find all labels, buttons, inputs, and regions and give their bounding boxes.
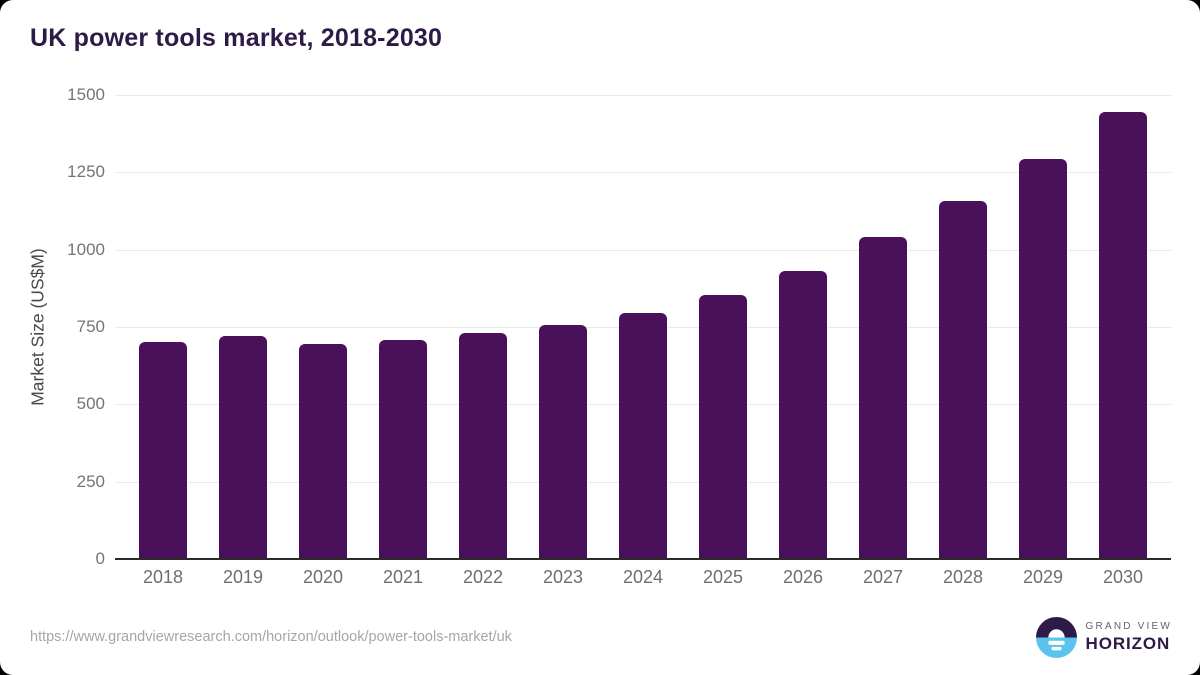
- grand-view-horizon-logo: GRAND VIEW HORIZON: [1035, 617, 1172, 658]
- y-tick-label-0: 0: [95, 549, 105, 568]
- logo-horizon-text: HORIZON: [1085, 634, 1171, 653]
- x-tick-label-2030: 2030: [1102, 567, 1144, 587]
- x-axis-line: [115, 558, 1171, 560]
- bar-2026[interactable]: [779, 271, 827, 559]
- x-tick-label-2029: 2029: [1022, 567, 1064, 587]
- bar-slot-2026: [763, 95, 843, 559]
- y-axis-tick-labels: 0 250 500 750 1000 1250 1500: [0, 85, 105, 568]
- bar-2029[interactable]: [1019, 158, 1067, 559]
- bar-2021[interactable]: [379, 340, 427, 559]
- bar-2022[interactable]: [459, 333, 507, 559]
- x-tick-label-2018: 2018: [142, 567, 184, 587]
- bar-2025[interactable]: [699, 294, 747, 559]
- bar-2024[interactable]: [619, 313, 667, 559]
- x-tick-label-2024: 2024: [622, 567, 664, 587]
- bar-slot-2021: [363, 95, 443, 559]
- x-tick-label-2025: 2025: [702, 567, 744, 587]
- source-url: https://www.grandviewresearch.com/horizo…: [30, 629, 512, 645]
- plot-area: [115, 95, 1171, 560]
- x-tick-label-2020: 2020: [302, 567, 344, 587]
- y-tick-label-250: 250: [76, 471, 105, 491]
- bars-layer: [115, 95, 1171, 559]
- y-tick-label-1500: 1500: [67, 85, 105, 104]
- x-tick-label-2026: 2026: [782, 567, 824, 587]
- x-tick-label-2027: 2027: [862, 567, 904, 587]
- x-tick-label-2021: 2021: [382, 567, 424, 587]
- chart-title: UK power tools market, 2018-2030: [30, 24, 443, 52]
- gridline-1250: [115, 172, 1171, 174]
- bar-2018[interactable]: [139, 342, 187, 559]
- bar-slot-2025: [683, 95, 763, 559]
- x-tick-label-2023: 2023: [542, 567, 584, 587]
- x-tick-label-2019: 2019: [222, 567, 264, 587]
- bar-2030[interactable]: [1099, 112, 1147, 559]
- y-tick-label-750: 750: [76, 317, 105, 336]
- y-tick-label-1000: 1000: [67, 239, 105, 259]
- bar-slot-2024: [603, 95, 683, 559]
- logo-wordmark: GRAND VIEW HORIZON: [1086, 621, 1172, 654]
- x-axis-tick-labels: 2018 2019 2020 2021 2022 2023 2024 2025 2026 2027…: [115, 567, 1171, 588]
- bar-2019[interactable]: [219, 335, 267, 559]
- bar-slot-2018: [123, 95, 203, 559]
- bar-slot-2023: [523, 95, 603, 559]
- bar-slot-2028: [923, 95, 1003, 559]
- x-tick-label-2022: 2022: [462, 567, 504, 587]
- bar-2027[interactable]: [859, 237, 907, 559]
- x-tick-label-2028: 2028: [942, 567, 984, 587]
- y-tick-label-1250: 1250: [67, 162, 105, 182]
- bar-2020[interactable]: [299, 343, 347, 559]
- gridline-1500: [115, 95, 1171, 96]
- logo-grand-view-text: GRAND VIEW: [1085, 621, 1172, 632]
- bar-slot-2022: [443, 95, 523, 559]
- bar-2028[interactable]: [939, 200, 987, 559]
- bar-slot-2020: [283, 95, 363, 559]
- bar-2023[interactable]: [539, 324, 587, 559]
- y-tick-label-500: 500: [76, 394, 105, 414]
- sunrise-logo-icon: [1035, 617, 1077, 658]
- gridline-1000: [115, 249, 1171, 251]
- bar-slot-2030: [1083, 95, 1163, 559]
- bar-slot-2029: [1003, 95, 1083, 559]
- bar-slot-2027: [843, 95, 923, 559]
- bar-slot-2019: [203, 95, 283, 559]
